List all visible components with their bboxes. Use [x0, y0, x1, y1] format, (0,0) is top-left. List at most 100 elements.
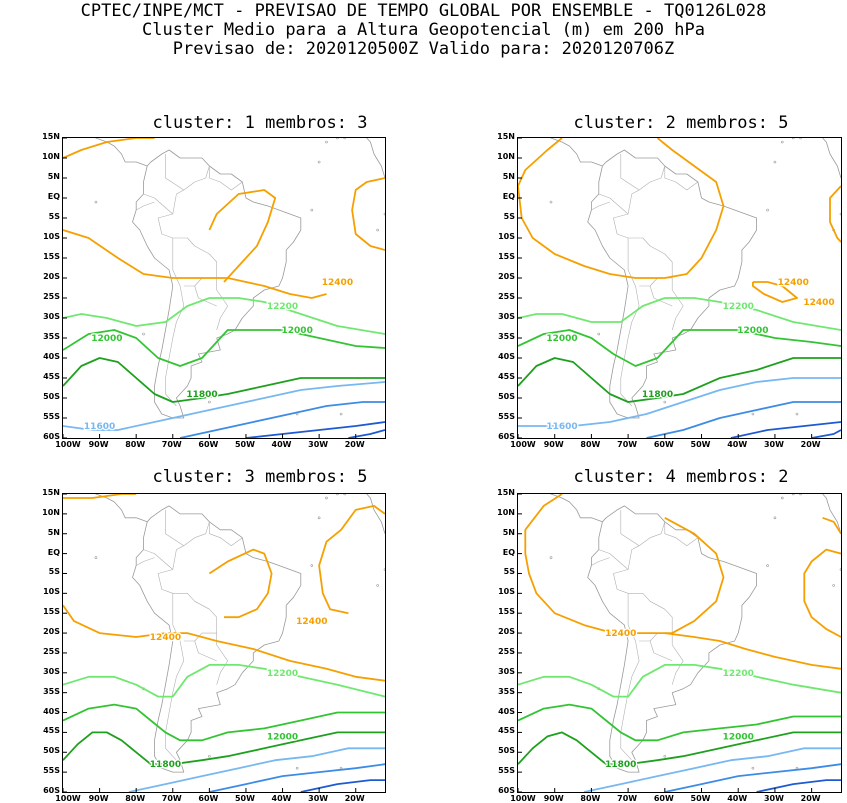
cluster-1-map: 12400 12200 12000 12000 11800 11600	[62, 137, 386, 439]
lon-tick-label: 50W	[234, 440, 255, 449]
contour-label: 11800	[642, 390, 673, 400]
lon-tick-label: 90W	[543, 440, 564, 449]
lat-tick-label: 10N	[42, 507, 60, 517]
island	[310, 564, 314, 567]
cluster-4-svg: 12400 12200 12000 11800	[518, 494, 841, 792]
island	[766, 208, 769, 212]
country-border	[209, 521, 243, 546]
cluster-2-map: 12400 12400 12200 12000 12000 11800 11600	[517, 137, 842, 439]
lat-tick-label: 35S	[498, 332, 515, 341]
lat-tick-label: 50S	[43, 392, 60, 401]
lon-tick-label: 80W	[580, 794, 601, 803]
island	[780, 140, 784, 144]
country-border	[649, 285, 673, 307]
contour-label: 12200	[267, 302, 298, 312]
lon-tick-label: 20W	[344, 794, 365, 803]
contour-12400	[63, 138, 155, 159]
island	[310, 208, 314, 212]
contour-label: 12000	[737, 326, 768, 336]
island	[791, 494, 795, 496]
cluster-3-title: cluster: 3 membros: 5	[152, 467, 368, 487]
island	[383, 212, 385, 216]
island	[751, 766, 755, 770]
lon-tick-label: 40W	[727, 794, 748, 803]
contour-11200	[756, 779, 841, 792]
lat-tick-label: 40S	[43, 706, 60, 716]
forecast-dates: Previsao de: 2020120500Z Valido para: 20…	[172, 39, 675, 59]
lat-tick-label: 55S	[43, 766, 60, 776]
island	[339, 412, 343, 416]
coastline	[587, 505, 757, 773]
lon-tick-label: 70W	[617, 794, 638, 803]
contour-12400	[822, 516, 841, 535]
cluster-3-svg: 12400 12400 12200 12000 11800	[63, 494, 385, 792]
coastline-africa	[366, 494, 385, 534]
contour-label: 12000	[546, 334, 577, 344]
contour-label: 12000	[267, 732, 298, 742]
island	[325, 140, 328, 144]
lat-tick-label: EQ	[47, 547, 60, 557]
lon-tick-label: 100W	[55, 440, 81, 449]
lon-tick-label: 20W	[800, 440, 821, 449]
country-border	[620, 624, 640, 761]
island	[94, 556, 98, 559]
cluster-1-svg: 12400 12200 12000 12000 11800 11600	[63, 138, 385, 438]
contour-11200	[730, 421, 841, 438]
lat-tick-label: 5S	[503, 212, 515, 221]
lon-tick-label: 30W	[308, 794, 329, 803]
island	[751, 412, 755, 416]
contour-label: 12200	[723, 669, 754, 679]
country-border	[216, 278, 228, 331]
lon-tick-label: 100W	[510, 794, 536, 803]
lat-tick-label: 25S	[498, 292, 515, 301]
lon-tick-label: 100W	[510, 440, 536, 449]
lat-tick-label: 5S	[503, 567, 515, 577]
lat-tick-label: 60S	[498, 432, 515, 441]
contour-label: 12400	[605, 629, 636, 639]
country-border	[143, 549, 173, 570]
lon-tick-label: 40W	[271, 794, 292, 803]
lon-tick-label: 70W	[161, 440, 182, 449]
country-border	[598, 193, 629, 215]
lat-tick-label: 45S	[43, 372, 60, 381]
coastline-central-america	[94, 494, 148, 523]
island	[549, 556, 553, 559]
island	[663, 400, 667, 404]
lat-tick-label: 10S	[498, 587, 515, 597]
lon-tick-label: 50W	[690, 794, 711, 803]
lat-tick-label: 50S	[498, 392, 515, 401]
country-border	[671, 278, 684, 331]
lon-tick-label: 90W	[88, 794, 109, 803]
lon-tick-label: 90W	[543, 794, 564, 803]
lat-tick-label: 5S	[48, 567, 60, 577]
subtitle: Cluster Medio para a Altura Geopotencial…	[142, 20, 705, 40]
lat-tick-label: 50S	[498, 746, 515, 756]
island	[383, 568, 385, 571]
island	[336, 494, 339, 496]
lon-tick-label: 30W	[763, 440, 784, 449]
country-border	[209, 166, 243, 191]
lat-tick-label: 15N	[497, 132, 515, 141]
contour-11600	[518, 377, 841, 427]
island	[317, 160, 321, 164]
cluster-4-title: cluster: 4 membros: 2	[573, 467, 789, 487]
coastline-africa	[366, 138, 385, 179]
contour-12400	[351, 177, 385, 251]
country-border	[664, 166, 699, 191]
contour-label: 12400	[778, 278, 809, 288]
contour-12400	[524, 494, 725, 634]
contour-11600	[63, 381, 385, 431]
lat-tick-label: 20S	[498, 272, 515, 281]
island	[549, 200, 553, 204]
contour-11200	[245, 421, 385, 438]
contour-label: 12400	[803, 298, 834, 308]
lat-tick-label: 45S	[498, 372, 515, 381]
lat-tick-label: 15N	[42, 132, 60, 141]
island	[791, 138, 795, 140]
contour-12000	[518, 703, 841, 742]
island	[325, 496, 328, 500]
lon-tick-label: 20W	[800, 794, 821, 803]
contour-label: 12200	[267, 669, 298, 679]
lat-tick-label: 5N	[502, 172, 515, 181]
cluster-1-title: cluster: 1 membros: 3	[152, 113, 368, 133]
